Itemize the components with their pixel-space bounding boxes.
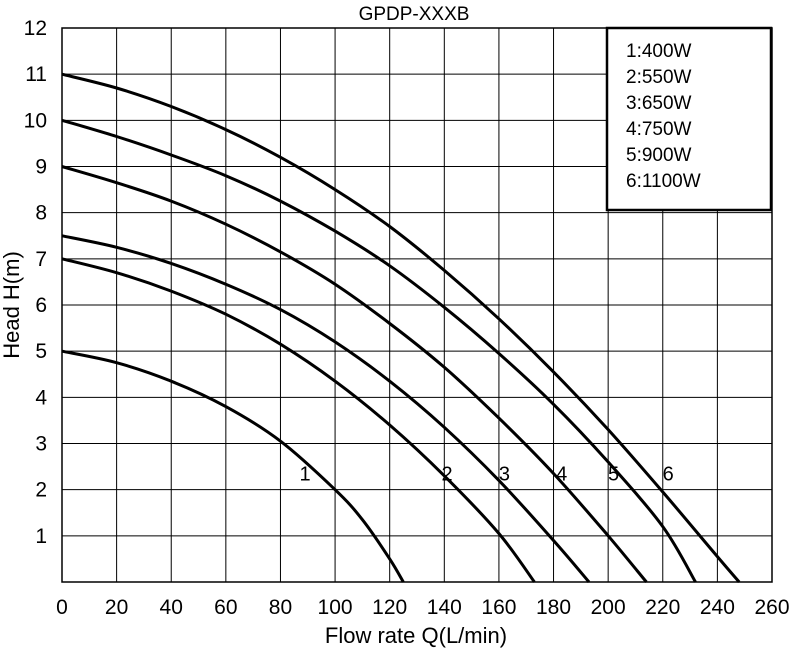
curve-6	[61, 72, 741, 583]
curve-3	[61, 234, 591, 583]
x-tick-label: 40	[160, 596, 183, 619]
x-tick-label: 120	[372, 596, 407, 619]
y-tick-label: 6	[35, 294, 47, 317]
curves	[61, 72, 741, 583]
y-tick-label: 1	[35, 525, 47, 548]
y-tick-label: 7	[35, 248, 47, 271]
x-tick-label: 180	[536, 596, 571, 619]
y-tick-label: 5	[35, 340, 47, 363]
curve-2	[61, 257, 536, 583]
x-tick-label: 60	[214, 596, 237, 619]
plot-frame	[61, 27, 773, 583]
curve-label-6: 6	[663, 463, 674, 485]
x-tick-labels: 0 20 40 60 80 100 120 140 160 180 200 220 240 260	[56, 596, 789, 619]
chart-title: GPDP-XXXB	[359, 4, 470, 25]
curve-label-4: 4	[556, 463, 567, 485]
y-tick-label: 12	[24, 17, 47, 40]
curve-label-3: 3	[499, 463, 510, 485]
y-tick-label: 4	[35, 386, 47, 409]
x-tick-label: 140	[427, 596, 462, 619]
y-tick-label: 11	[25, 63, 47, 86]
curve-label-2: 2	[441, 463, 452, 485]
curve-1	[61, 349, 405, 583]
legend-entry-6: 6:1100W	[626, 171, 701, 192]
curve-label-5: 5	[608, 463, 619, 485]
x-tick-label: 80	[269, 596, 292, 619]
x-tick-label: 220	[645, 596, 680, 619]
legend-entry-3: 3:650W	[626, 93, 692, 114]
y-tick-label: 2	[35, 479, 47, 502]
curve-4	[61, 165, 648, 583]
x-tick-label: 260	[754, 596, 789, 619]
x-tick-label: 100	[318, 596, 353, 619]
y-tick-label: 10	[24, 109, 47, 132]
x-tick-label: 240	[700, 596, 735, 619]
y-tick-label: 8	[35, 202, 47, 225]
curve-5	[61, 118, 697, 583]
x-tick-label: 20	[105, 596, 128, 619]
y-axis-title: Head H(m)	[0, 251, 24, 359]
legend-entry-2: 2:550W	[626, 67, 692, 88]
x-tick-label: 160	[481, 596, 516, 619]
curve-label-1: 1	[299, 463, 310, 485]
y-tick-label: 3	[35, 433, 47, 456]
legend-entry-5: 5:900W	[626, 145, 692, 166]
x-axis-title: Flow rate Q(L/min)	[325, 623, 507, 648]
legend-entry-1: 1:400W	[626, 41, 692, 62]
legend-box	[605, 26, 773, 212]
y-tick-label: 9	[35, 156, 47, 179]
x-tick-label: 0	[56, 596, 68, 619]
legend: 1:400W 2:550W 3:650W 4:750W 5:900W 6:1100W	[605, 26, 773, 212]
x-tick-label: 200	[591, 596, 626, 619]
curve-labels: 1 2 3 4 5 6	[299, 463, 673, 485]
legend-entry-4: 4:750W	[626, 119, 692, 140]
